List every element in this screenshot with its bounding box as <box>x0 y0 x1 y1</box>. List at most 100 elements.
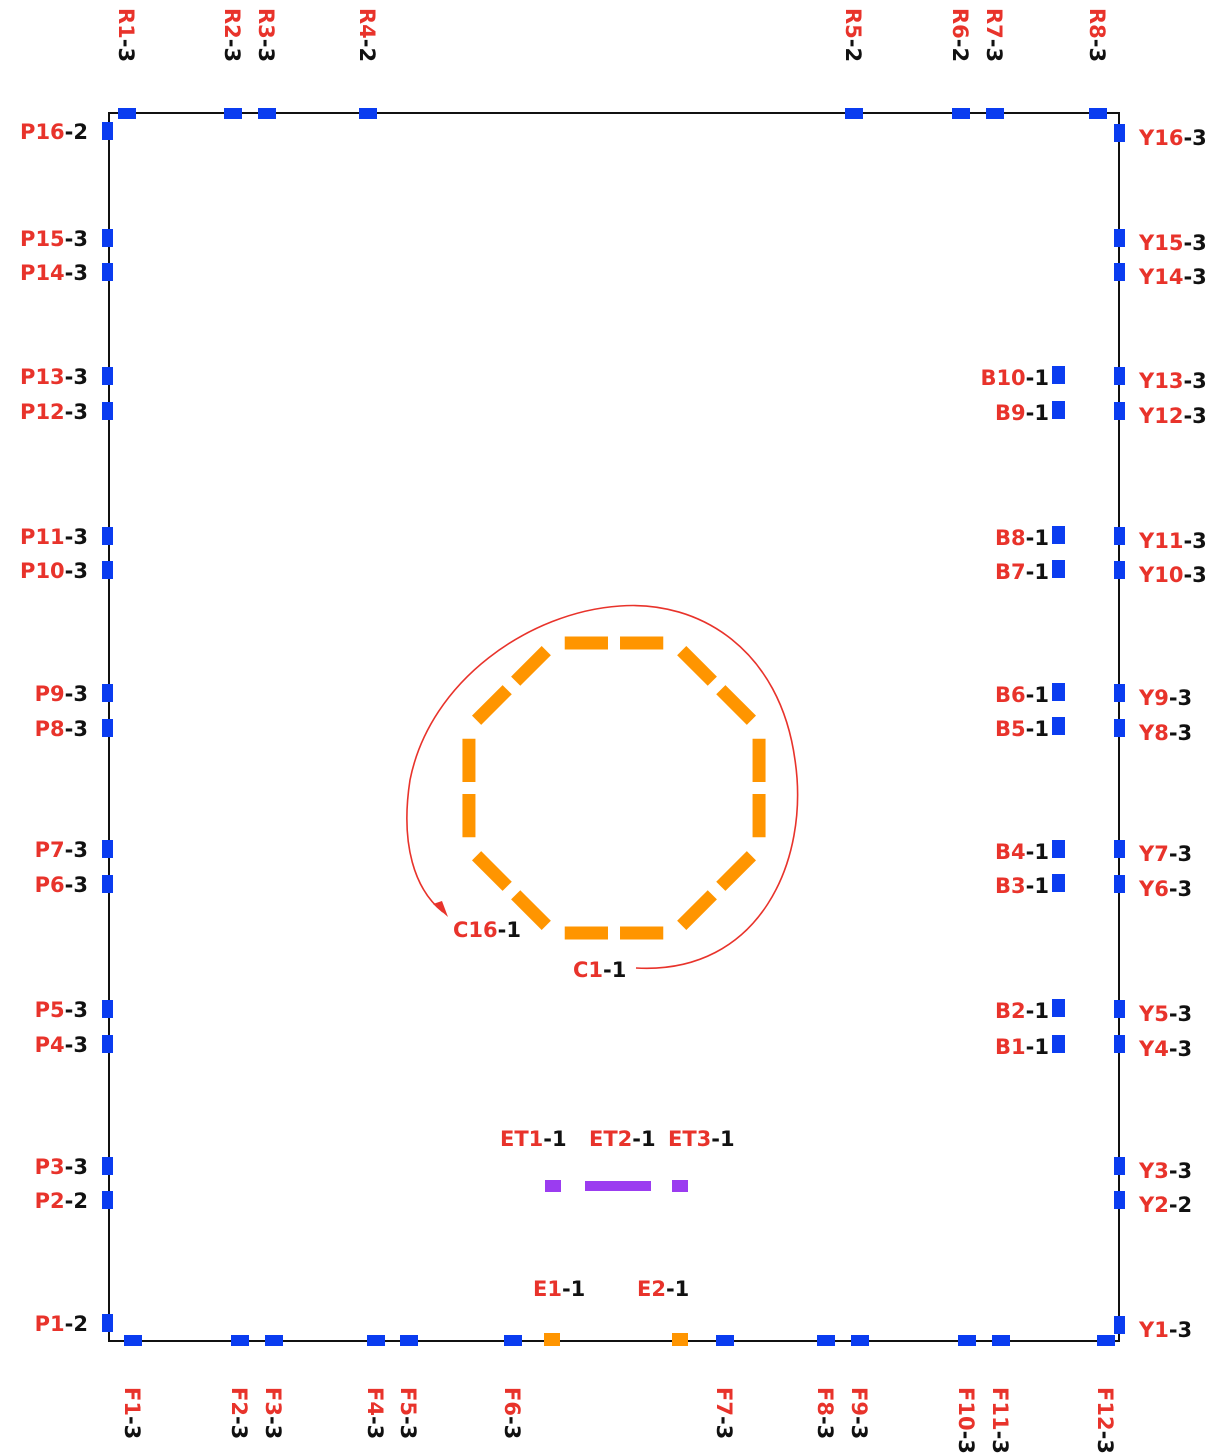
marker-p8 <box>102 719 113 737</box>
circle-segment-5 <box>511 890 551 930</box>
label-f2: F2-3 <box>227 1387 251 1439</box>
label-f6: F6-3 <box>500 1387 524 1439</box>
label-y2-count: -2 <box>1169 1193 1192 1217</box>
markers-layer <box>102 108 1125 1346</box>
label-c1: C1-1 <box>573 958 626 982</box>
label-y8: Y8-3 <box>1138 721 1192 745</box>
marker-b2 <box>1052 999 1065 1017</box>
marker-p2 <box>102 1191 113 1209</box>
label-p13-count: -3 <box>65 365 88 389</box>
label-y12-id: Y12 <box>1138 404 1183 428</box>
label-p4-id: P4 <box>35 1033 65 1057</box>
label-f1-id: F1 <box>120 1387 144 1416</box>
label-y3-count: -3 <box>1169 1159 1192 1183</box>
label-y15: Y15-3 <box>1138 231 1207 255</box>
label-p10-id: P10 <box>20 559 65 583</box>
label-f7: F7-3 <box>712 1387 736 1439</box>
marker-b4 <box>1052 840 1065 858</box>
label-y6: Y6-3 <box>1138 877 1192 901</box>
label-p3-count: -3 <box>65 1155 88 1179</box>
label-p8: P8-3 <box>35 717 88 741</box>
label-p16-id: P16 <box>20 120 65 144</box>
marker-f5 <box>400 1335 418 1346</box>
label-y16-id: Y16 <box>1138 126 1183 150</box>
label-f3-count: -3 <box>261 1416 285 1439</box>
label-y9-count: -3 <box>1169 686 1192 710</box>
label-b7-id: B7 <box>995 560 1026 584</box>
label-y1-count: -3 <box>1169 1318 1192 1342</box>
label-et2: ET2-1 <box>589 1127 656 1151</box>
marker-r8 <box>1089 108 1107 119</box>
label-y16-count: -3 <box>1183 126 1206 150</box>
label-r1: R1-3 <box>114 8 138 62</box>
label-p15-count: -3 <box>65 227 88 251</box>
marker-f10 <box>958 1335 976 1346</box>
circle-segment-13 <box>677 646 717 686</box>
label-y14-count: -3 <box>1183 265 1206 289</box>
label-b1: B1-1 <box>995 1035 1049 1059</box>
marker-y4 <box>1114 1035 1125 1053</box>
label-e2: E2-1 <box>637 1277 689 1301</box>
label-r5-id: R5 <box>841 8 865 39</box>
label-p14: P14-3 <box>20 261 88 285</box>
marker-y3 <box>1114 1157 1125 1175</box>
marker-y9 <box>1114 684 1125 702</box>
label-p3-id: P3 <box>35 1155 65 1179</box>
label-r7-id: R7 <box>982 8 1006 39</box>
label-b6-count: -1 <box>1026 683 1049 707</box>
marker-e2 <box>672 1333 688 1346</box>
label-f5: F5-3 <box>396 1387 420 1439</box>
label-f9-id: F9 <box>847 1387 871 1416</box>
label-y14-id: Y14 <box>1138 265 1183 289</box>
label-p2-count: -2 <box>65 1189 88 1213</box>
label-y4-count: -3 <box>1169 1037 1192 1061</box>
label-f5-id: F5 <box>396 1387 420 1416</box>
label-y13-count: -3 <box>1183 369 1206 393</box>
label-r3-id: R3 <box>254 8 278 39</box>
label-p5-count: -3 <box>65 998 88 1022</box>
marker-y1 <box>1114 1316 1125 1334</box>
label-f6-id: F6 <box>500 1387 524 1416</box>
marker-p16 <box>102 122 113 140</box>
label-c1-id: C1 <box>573 958 603 982</box>
label-p13-id: P13 <box>20 365 65 389</box>
marker-f6 <box>504 1335 522 1346</box>
circular-arrow-head <box>433 901 448 917</box>
label-f3-id: F3 <box>261 1387 285 1416</box>
label-p6-count: -3 <box>65 873 88 897</box>
label-f2-id: F2 <box>227 1387 251 1416</box>
room-outline <box>108 112 1120 1342</box>
label-p10: P10-3 <box>20 559 88 583</box>
marker-f1 <box>124 1335 142 1346</box>
marker-r3 <box>258 108 276 119</box>
label-r5-count: -2 <box>841 39 865 62</box>
marker-b1 <box>1052 1035 1065 1053</box>
marker-p6 <box>102 875 113 893</box>
label-p6: P6-3 <box>35 873 88 897</box>
marker-y12 <box>1114 402 1125 420</box>
label-et3-count: -1 <box>711 1127 734 1151</box>
marker-et3 <box>672 1180 688 1192</box>
label-r8-count: -3 <box>1085 39 1109 62</box>
label-y1: Y1-3 <box>1138 1318 1192 1342</box>
label-p1-id: P1 <box>35 1312 65 1336</box>
label-r4-count: -2 <box>355 39 379 62</box>
label-et1: ET1-1 <box>500 1127 567 1151</box>
label-b9-id: B9 <box>995 401 1026 425</box>
marker-y2 <box>1114 1191 1125 1209</box>
label-b8: B8-1 <box>995 526 1049 550</box>
label-r2: R2-3 <box>220 8 244 62</box>
label-y1-id: Y1 <box>1138 1318 1169 1342</box>
label-y2: Y2-2 <box>1138 1193 1192 1217</box>
label-p15-id: P15 <box>20 227 65 251</box>
label-f8-count: -3 <box>813 1416 837 1439</box>
marker-r5 <box>845 108 863 119</box>
label-y7-count: -3 <box>1169 842 1192 866</box>
label-f12-count: -3 <box>1093 1431 1117 1454</box>
marker-r4 <box>359 108 377 119</box>
marker-p15 <box>102 229 113 247</box>
marker-p1 <box>102 1314 113 1332</box>
marker-p4 <box>102 1035 113 1053</box>
label-b7: B7-1 <box>995 560 1049 584</box>
